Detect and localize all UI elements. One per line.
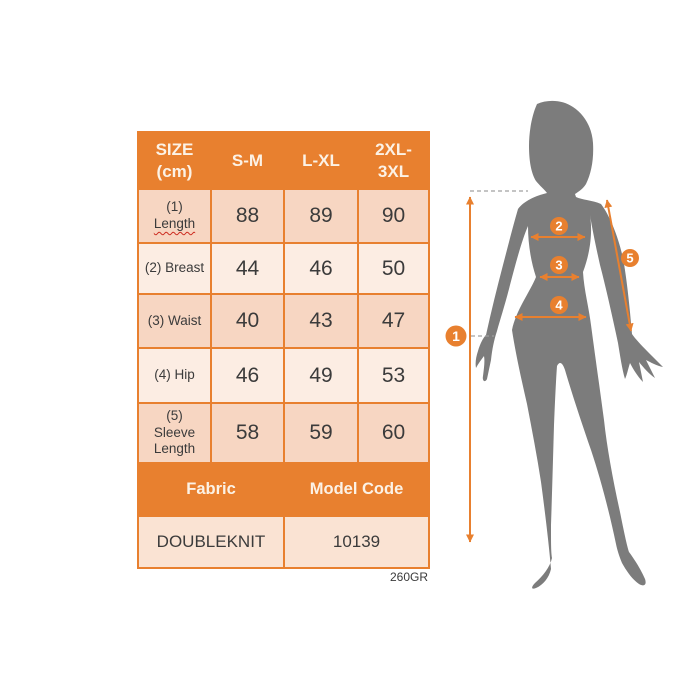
size-chart-table: SIZE (cm) S-M L-XL 2XL- 3XL (1) Length 8… <box>137 131 430 569</box>
length-l-xl: 89 <box>283 188 359 244</box>
waist-2xl-3xl: 47 <box>357 293 430 349</box>
marker-badge-4: 4 <box>550 296 568 314</box>
marker-badge-3: 3 <box>550 256 568 274</box>
breast-s-m: 44 <box>210 242 285 295</box>
measurement-figure: 1 2 3 4 5 <box>445 100 663 589</box>
table-row-sleeve-length: (5) Sleeve Length 58 59 60 <box>137 402 430 464</box>
marker-badge-5-circle <box>621 249 639 267</box>
hip-s-m: 46 <box>210 347 285 404</box>
fabric-value: DOUBLEKNIT <box>137 515 285 569</box>
woman-silhouette-illustration <box>475 100 663 589</box>
model-code-header: Model Code <box>283 462 430 517</box>
header-size-line2: (cm) <box>156 161 193 181</box>
header-2xl-line1: 2XL- <box>375 140 412 160</box>
table-footer-header-row: Fabric Model Code <box>137 462 430 517</box>
size-chart-table-wrap: SIZE (cm) S-M L-XL 2XL- 3XL (1) Length 8… <box>137 131 430 569</box>
waist-s-m: 40 <box>210 293 285 349</box>
waist-l-xl: 43 <box>283 293 359 349</box>
fabric-header: Fabric <box>137 462 285 517</box>
marker-badge-2: 2 <box>550 217 568 235</box>
header-size-line1: SIZE <box>155 140 194 160</box>
fabric-weight-note: 260GR <box>389 570 428 584</box>
sleeve-s-m: 58 <box>210 402 285 464</box>
marker-badge-5: 5 <box>621 249 639 267</box>
header-size-cm: SIZE (cm) <box>137 131 212 190</box>
row-label-length-line2: Length <box>153 216 196 231</box>
row-label-length: (1) Length <box>137 188 212 244</box>
row-label-breast: (2) Breast <box>137 242 212 295</box>
marker-badge-1: 1 <box>445 325 467 347</box>
marker-badge-5-label: 5 <box>626 251 633 266</box>
marker-badge-4-circle <box>550 296 568 314</box>
model-code-value: 10139 <box>283 515 430 569</box>
sleeve-l-xl: 59 <box>283 402 359 464</box>
row-label-sleeve-line3: Length <box>153 441 196 457</box>
table-row-waist: (3) Waist 40 43 47 <box>137 293 430 349</box>
marker-badge-3-label: 3 <box>555 258 562 273</box>
length-s-m: 88 <box>210 188 285 244</box>
hip-2xl-3xl: 53 <box>357 347 430 404</box>
header-2xl-line2: 3XL <box>377 161 410 181</box>
marker-badge-1-label: 1 <box>452 328 460 344</box>
header-l-xl: L-XL <box>283 131 359 190</box>
marker-badge-1-circle <box>445 325 467 347</box>
row-label-length-line1: (1) <box>166 199 183 215</box>
table-row-length: (1) Length 88 89 90 <box>137 188 430 244</box>
header-2xl-3xl: 2XL- 3XL <box>357 131 430 190</box>
marker-badge-2-label: 2 <box>555 219 562 234</box>
table-row-hip: (4) Hip 46 49 53 <box>137 347 430 404</box>
marker-badge-4-label: 4 <box>555 298 563 313</box>
sleeve-2xl-3xl: 60 <box>357 402 430 464</box>
marker-badge-2-circle <box>550 217 568 235</box>
row-label-sleeve-length: (5) Sleeve Length <box>137 402 212 464</box>
hip-l-xl: 49 <box>283 347 359 404</box>
row-label-sleeve-line1: (5) <box>166 407 183 423</box>
table-header-row: SIZE (cm) S-M L-XL 2XL- 3XL <box>137 131 430 190</box>
table-row-breast: (2) Breast 44 46 50 <box>137 242 430 295</box>
header-s-m: S-M <box>210 131 285 190</box>
row-label-hip: (4) Hip <box>137 347 212 404</box>
row-label-sleeve-line2: Sleeve <box>153 424 196 440</box>
measurement-arrow-sleeve <box>604 199 634 332</box>
table-footer-value-row: DOUBLEKNIT 10139 <box>137 515 430 569</box>
breast-2xl-3xl: 50 <box>357 242 430 295</box>
length-2xl-3xl: 90 <box>357 188 430 244</box>
breast-l-xl: 46 <box>283 242 359 295</box>
marker-badge-3-circle <box>550 256 568 274</box>
row-label-waist: (3) Waist <box>137 293 212 349</box>
